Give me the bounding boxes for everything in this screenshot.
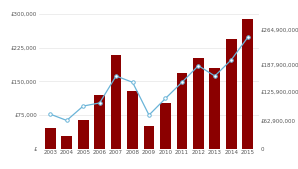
Bar (160, 103, 171, 149)
Bar (127, 91, 138, 149)
Bar (226, 39, 237, 149)
Bar (193, 58, 204, 149)
Bar (176, 73, 187, 149)
Bar (111, 55, 122, 149)
Bar (242, 19, 253, 149)
Bar (209, 68, 220, 149)
Bar (78, 120, 89, 149)
Bar (45, 128, 56, 149)
Bar (61, 136, 72, 149)
Bar (144, 126, 154, 149)
Bar (94, 95, 105, 149)
